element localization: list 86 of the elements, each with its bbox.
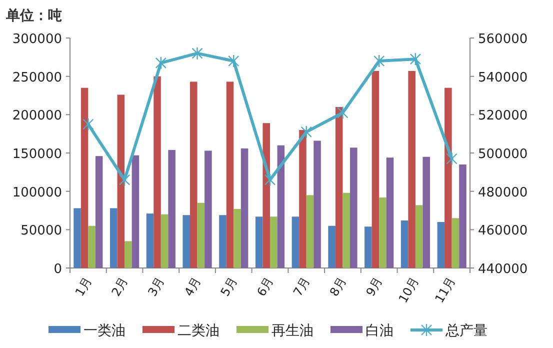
bar bbox=[437, 222, 445, 268]
bar bbox=[386, 158, 394, 268]
chart-title: 单位：吨 bbox=[5, 8, 62, 24]
y2-tick-label: 560000 bbox=[478, 32, 528, 47]
bar bbox=[132, 155, 140, 268]
legend-label: 一类油 bbox=[84, 323, 126, 339]
y-tick-label: 50000 bbox=[20, 224, 62, 239]
y-tick-label: 250000 bbox=[12, 70, 62, 86]
point bbox=[155, 56, 167, 70]
bar bbox=[459, 164, 466, 268]
y2-tick-label: 540000 bbox=[478, 70, 528, 86]
point bbox=[300, 125, 312, 139]
x-tick-label: 9月 bbox=[363, 274, 386, 299]
point bbox=[264, 173, 276, 186]
bar bbox=[292, 216, 300, 268]
bar bbox=[219, 215, 226, 268]
bar bbox=[270, 216, 278, 268]
bar bbox=[379, 197, 386, 268]
point bbox=[82, 118, 94, 131]
x-tick-label: 1月 bbox=[72, 274, 94, 299]
bar bbox=[255, 216, 263, 268]
bar bbox=[190, 82, 198, 268]
bar bbox=[204, 150, 212, 268]
point bbox=[228, 54, 240, 68]
y2-tick-label: 460000 bbox=[478, 224, 528, 239]
bar bbox=[444, 88, 452, 268]
bar bbox=[168, 150, 176, 268]
bar bbox=[372, 70, 380, 268]
bar bbox=[154, 76, 161, 268]
bar bbox=[80, 88, 88, 268]
bar bbox=[314, 140, 321, 268]
bar bbox=[110, 208, 118, 268]
y2-tick-label: 500000 bbox=[478, 147, 528, 162]
legend-label: 总产量 bbox=[444, 323, 488, 339]
bar bbox=[160, 214, 168, 268]
y-tick-label: 150000 bbox=[12, 147, 62, 162]
point bbox=[192, 46, 203, 60]
y-tick-label: 300000 bbox=[12, 32, 62, 47]
bar bbox=[124, 241, 132, 268]
bar bbox=[277, 145, 285, 268]
y2-tick-label: 520000 bbox=[478, 108, 528, 124]
bar bbox=[117, 94, 125, 268]
bar bbox=[74, 208, 81, 268]
point bbox=[118, 173, 130, 186]
bar bbox=[422, 156, 430, 268]
bar bbox=[350, 148, 358, 268]
point bbox=[373, 54, 385, 68]
x-tick-label: 4月 bbox=[182, 274, 204, 299]
bar bbox=[400, 220, 408, 268]
bar bbox=[182, 215, 190, 268]
bar bbox=[95, 156, 103, 268]
bar bbox=[342, 192, 350, 268]
x-tick-label: 3月 bbox=[145, 274, 168, 299]
bar bbox=[240, 148, 248, 268]
point bbox=[337, 106, 348, 120]
bar bbox=[197, 202, 205, 268]
bar bbox=[234, 208, 241, 268]
x-tick-label: 7月 bbox=[290, 274, 313, 299]
x-tick-label: 6月 bbox=[254, 274, 276, 299]
bar bbox=[415, 205, 423, 268]
bar bbox=[408, 70, 416, 268]
point bbox=[446, 152, 458, 166]
bar bbox=[299, 130, 306, 268]
bar bbox=[306, 195, 314, 268]
bar bbox=[88, 226, 96, 268]
y2-tick-label: 480000 bbox=[478, 185, 528, 200]
bar bbox=[262, 123, 270, 268]
legend-label: 再生油 bbox=[272, 323, 314, 339]
y-tick-label: 200000 bbox=[12, 108, 62, 124]
bar bbox=[452, 218, 460, 268]
y2-tick-label: 440000 bbox=[478, 262, 528, 277]
legend-label: 二类油 bbox=[178, 323, 220, 339]
x-tick-label: 10月 bbox=[396, 274, 422, 306]
bar bbox=[226, 82, 234, 268]
bar bbox=[328, 226, 336, 268]
point bbox=[410, 52, 422, 66]
y-tick-label: 100000 bbox=[12, 185, 62, 200]
x-tick-label: 5月 bbox=[218, 274, 240, 299]
bar bbox=[364, 226, 372, 268]
x-tick-label: 2月 bbox=[108, 274, 131, 299]
x-tick-label: 8月 bbox=[327, 274, 349, 299]
x-tick-label: 11月 bbox=[432, 274, 458, 306]
bar bbox=[335, 107, 343, 268]
legend-label: 白油 bbox=[366, 323, 394, 339]
y-tick-label: 0 bbox=[54, 262, 62, 277]
bar bbox=[146, 214, 154, 268]
